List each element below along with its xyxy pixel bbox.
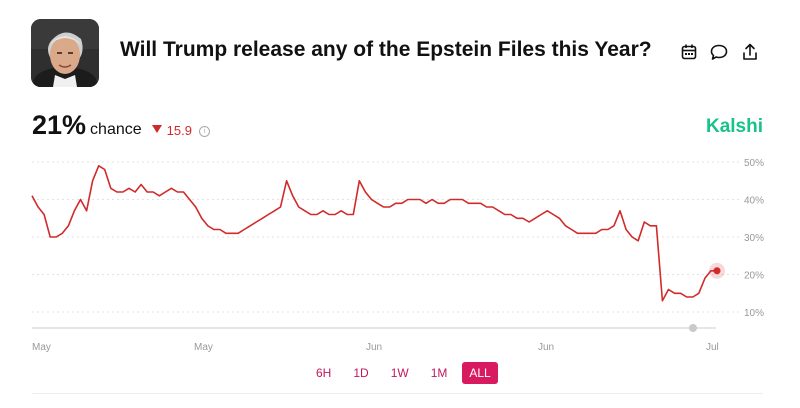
x-tick-label: Jun xyxy=(366,342,382,353)
divider xyxy=(32,393,763,394)
series-line xyxy=(31,165,717,302)
info-icon[interactable]: i xyxy=(198,126,210,137)
chance-label: chance xyxy=(90,121,142,138)
market-avatar xyxy=(31,19,99,87)
x-tick-label: Jun xyxy=(538,342,554,353)
current-point xyxy=(713,267,721,275)
brand-logo: Kalshi xyxy=(705,116,763,137)
y-tick-label: 30% xyxy=(744,233,764,244)
timeline-handle[interactable] xyxy=(689,324,697,332)
calendar-icon[interactable] xyxy=(679,42,699,62)
range-tab-1w[interactable]: 1W xyxy=(390,366,409,380)
range-tab-1m[interactable]: 1M xyxy=(430,366,448,380)
x-tick-label: Jul xyxy=(706,342,719,353)
portrait-image xyxy=(31,19,99,87)
y-tick-label: 10% xyxy=(744,308,764,319)
range-tab-all[interactable]: ALL xyxy=(462,362,498,384)
delta-change: 15.9 xyxy=(151,122,192,138)
y-tick-label: 40% xyxy=(744,196,764,207)
range-tab-1d[interactable]: 1D xyxy=(353,366,369,380)
market-title: Will Trump release any of the Epstein Fi… xyxy=(120,38,652,61)
down-triangle-icon xyxy=(151,125,162,133)
x-tick-label: May xyxy=(194,342,213,353)
comment-icon[interactable] xyxy=(709,42,729,62)
x-tick-label: May xyxy=(32,342,51,353)
range-tabs: 6H 1D 1W 1M ALL xyxy=(309,362,498,384)
range-tab-6h[interactable]: 6H xyxy=(316,366,332,380)
delta-value: 15.9 xyxy=(166,122,192,138)
odds-summary: 21% chance 15.9 i xyxy=(32,110,210,141)
share-icon[interactable] xyxy=(740,42,760,62)
price-chart[interactable]: 50% 40% 30% 20% 10% May May Jun Jun Jul xyxy=(0,150,800,360)
y-tick-label: 20% xyxy=(744,271,764,282)
y-tick-label: 50% xyxy=(744,158,764,169)
chance-percent: 21% xyxy=(32,110,87,140)
